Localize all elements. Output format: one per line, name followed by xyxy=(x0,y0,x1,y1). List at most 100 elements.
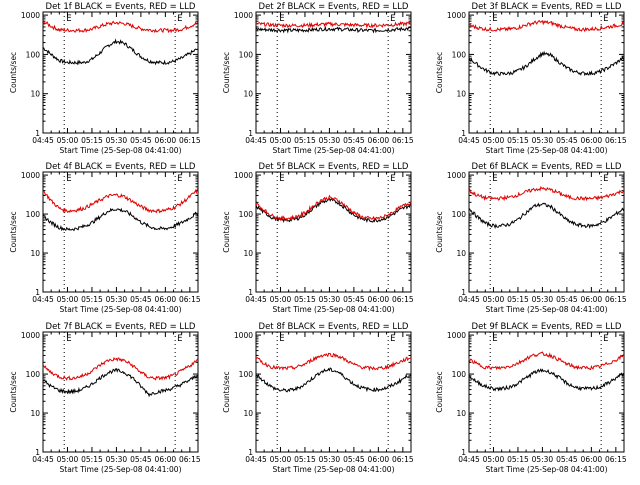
plot-frame xyxy=(42,11,199,134)
x-tick-label: 05:15 xyxy=(294,295,316,304)
y-tick-label: 100 xyxy=(452,210,467,219)
y-tick-label: 1000 xyxy=(447,331,466,340)
x-tick-label: 05:15 xyxy=(294,455,316,464)
x-axis-label: Start Time (25-Sep-08 04:41:00) xyxy=(486,305,608,314)
x-tick-label: 06:15 xyxy=(605,455,627,464)
x-tick-label: 06:15 xyxy=(605,136,627,145)
y-tick-label: 10 xyxy=(30,249,40,258)
x-tick-label: 06:15 xyxy=(392,455,414,464)
event-marker-label: E xyxy=(66,14,71,24)
event-marker-label: E xyxy=(177,14,182,24)
x-axis-label: Start Time (25-Sep-08 04:41:00) xyxy=(60,305,182,314)
events-series-line xyxy=(42,207,199,232)
x-tick-label: 06:00 xyxy=(581,136,603,145)
x-tick-label: 05:45 xyxy=(556,455,578,464)
x-tick-label: 05:15 xyxy=(81,455,103,464)
lld-series-line xyxy=(468,186,625,202)
event-marker-label: E xyxy=(279,334,284,344)
lld-series-line xyxy=(42,19,199,34)
x-tick-label: 06:15 xyxy=(392,136,414,145)
event-marker-label: E xyxy=(492,174,497,184)
y-tick-label: 1 xyxy=(35,129,40,138)
x-tick-label: 04:45 xyxy=(458,295,480,304)
panel-2: Det 2f BLACK = Events, RED = LLD 1 10 100 10… xyxy=(222,2,414,155)
y-tick-label: 1000 xyxy=(21,331,40,340)
event-marker-label: E xyxy=(66,334,71,344)
lld-series-line xyxy=(42,356,199,381)
panel-title: Det 8f BLACK = Events, RED = LLD xyxy=(259,322,409,332)
x-tick-label: 05:15 xyxy=(81,136,103,145)
y-axis-label: Counts/sec xyxy=(435,371,444,412)
panel-1: Det 1f BLACK = Events, RED = LLD 1 10 100 10… xyxy=(9,2,201,155)
x-tick-label: 05:00 xyxy=(483,455,505,464)
x-tick-label: 04:45 xyxy=(245,295,267,304)
x-tick-label: 05:00 xyxy=(270,295,292,304)
panel-4: Det 4f BLACK = Events, RED = LLD 1 10 100 10… xyxy=(9,162,201,314)
x-tick-label: 05:00 xyxy=(270,136,292,145)
x-tick-label: 05:30 xyxy=(532,295,554,304)
x-tick-label: 04:45 xyxy=(32,136,54,145)
x-tick-label: 05:30 xyxy=(319,136,341,145)
y-axis-label: Counts/sec xyxy=(9,52,18,93)
x-tick-label: 04:45 xyxy=(458,455,480,464)
event-marker-label: E xyxy=(390,334,395,344)
x-tick-label: 06:15 xyxy=(179,136,201,145)
y-axis-label: Counts/sec xyxy=(222,211,231,252)
x-axis-label: Start Time (25-Sep-08 04:41:00) xyxy=(486,465,608,474)
x-tick-label: 05:00 xyxy=(57,295,79,304)
y-axis-label: Counts/sec xyxy=(9,211,18,252)
y-tick-label: 1 xyxy=(461,448,466,457)
y-tick-label: 1000 xyxy=(447,11,466,20)
x-tick-label: 05:30 xyxy=(319,455,341,464)
lld-series-line xyxy=(468,351,625,371)
y-tick-label: 10 xyxy=(30,90,40,99)
panel-title: Det 2f BLACK = Events, RED = LLD xyxy=(259,2,409,12)
x-tick-label: 04:45 xyxy=(245,136,267,145)
panel-8: Det 8f BLACK = Events, RED = LLD 1 10 100 10… xyxy=(222,322,414,474)
x-tick-label: 05:00 xyxy=(270,455,292,464)
x-axis-label: Start Time (25-Sep-08 04:41:00) xyxy=(486,146,608,155)
plot-frame xyxy=(255,171,412,293)
panel-5: Det 5f BLACK = Events, RED = LLD 1 10 100 10… xyxy=(222,162,414,314)
y-tick-label: 1 xyxy=(248,448,253,457)
lld-series-line xyxy=(468,19,625,33)
x-tick-label: 05:30 xyxy=(106,136,128,145)
events-series-line xyxy=(468,202,625,229)
x-tick-label: 05:15 xyxy=(81,295,103,304)
event-marker-label: E xyxy=(66,174,71,184)
x-tick-label: 05:45 xyxy=(343,136,365,145)
plot-frame xyxy=(255,331,412,453)
x-tick-label: 05:30 xyxy=(106,295,128,304)
x-tick-label: 06:00 xyxy=(155,295,177,304)
x-tick-label: 06:00 xyxy=(368,295,390,304)
y-tick-label: 1000 xyxy=(234,11,253,20)
y-tick-label: 1000 xyxy=(21,171,40,180)
x-axis-label: Start Time (25-Sep-08 04:41:00) xyxy=(60,465,182,474)
y-tick-label: 1000 xyxy=(234,171,253,180)
plot-frame xyxy=(42,331,199,453)
event-marker-label: E xyxy=(279,14,284,24)
y-tick-label: 1 xyxy=(461,288,466,297)
panel-6: Det 6f BLACK = Events, RED = LLD 1 10 100 10… xyxy=(435,162,627,314)
y-tick-label: 100 xyxy=(452,370,467,379)
x-axis-label: Start Time (25-Sep-08 04:41:00) xyxy=(273,305,395,314)
panel-title: Det 7f BLACK = Events, RED = LLD xyxy=(46,322,196,332)
event-marker-label: E xyxy=(492,334,497,344)
events-series-line xyxy=(468,50,625,77)
x-tick-label: 05:00 xyxy=(57,455,79,464)
x-tick-label: 05:00 xyxy=(57,136,79,145)
y-tick-label: 10 xyxy=(243,249,253,258)
x-tick-label: 04:45 xyxy=(32,295,54,304)
x-tick-label: 06:00 xyxy=(581,295,603,304)
x-tick-label: 05:15 xyxy=(507,455,529,464)
events-series-line xyxy=(255,367,412,393)
y-tick-label: 100 xyxy=(239,210,254,219)
x-axis-label: Start Time (25-Sep-08 04:41:00) xyxy=(60,146,182,155)
x-tick-label: 05:45 xyxy=(556,295,578,304)
x-axis-label: Start Time (25-Sep-08 04:41:00) xyxy=(273,146,395,155)
x-tick-label: 04:45 xyxy=(245,455,267,464)
y-axis-label: Counts/sec xyxy=(435,52,444,93)
x-tick-label: 06:15 xyxy=(179,295,201,304)
events-series-line xyxy=(42,38,199,66)
